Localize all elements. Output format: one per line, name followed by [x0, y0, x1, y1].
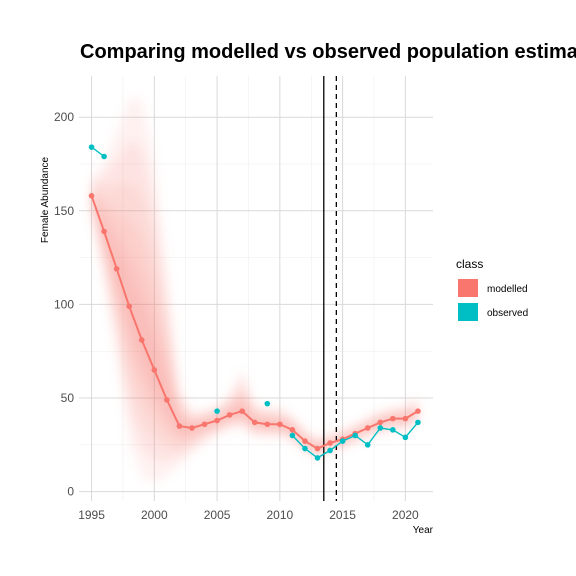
- chart-title: Comparing modelled vs observed populatio…: [80, 41, 576, 63]
- observed-point: [352, 432, 358, 439]
- reference-lines: [323, 76, 337, 501]
- modelled-point: [415, 408, 421, 414]
- observed-point: [402, 434, 409, 441]
- legend: class modelled observed: [456, 257, 528, 321]
- observed-point: [327, 447, 333, 454]
- x-tick-label: 1995: [78, 508, 105, 522]
- modelled-point: [226, 412, 233, 418]
- observed-point: [314, 455, 321, 461]
- legend-key-modelled: [458, 279, 478, 297]
- legend-key-observed: [458, 303, 478, 321]
- y-tick-label: 100: [54, 297, 74, 311]
- observed-point: [88, 144, 95, 150]
- y-axis-ticks: 0 50 100 150 200: [54, 110, 74, 498]
- x-tick-label: 2010: [266, 508, 293, 522]
- observed-point: [415, 419, 421, 426]
- modelled-point: [164, 397, 170, 403]
- modelled-point: [302, 438, 308, 444]
- observed-point: [214, 408, 220, 414]
- y-tick-label: 150: [54, 204, 74, 218]
- legend-label-observed: observed: [487, 308, 528, 319]
- modelled-point: [264, 421, 271, 428]
- ribbon-layers: [91, 98, 418, 483]
- y-tick-label: 0: [67, 485, 74, 499]
- modelled-point: [251, 419, 258, 426]
- modelled-point: [138, 337, 145, 343]
- modelled-point: [289, 427, 296, 433]
- observed-point: [364, 442, 371, 448]
- observed-point: [289, 432, 296, 439]
- modelled-point: [201, 421, 208, 428]
- observed-point: [339, 438, 346, 444]
- modelled-point: [390, 415, 396, 422]
- x-tick-label: 2020: [392, 508, 419, 522]
- modelled-point: [239, 408, 245, 414]
- ribbon-band: [91, 188, 418, 453]
- modelled-point: [113, 266, 120, 272]
- observed-point: [101, 153, 107, 160]
- legend-label-modelled: modelled: [487, 284, 528, 295]
- series-layer: [88, 144, 421, 461]
- modelled-point: [402, 415, 409, 422]
- confidence-ribbon: [91, 98, 418, 483]
- modelled-point: [314, 445, 321, 452]
- modelled-point: [377, 419, 384, 426]
- modelled-point: [151, 367, 158, 373]
- modelled-point: [176, 423, 183, 429]
- observed-point: [377, 425, 384, 431]
- y-tick-label: 50: [61, 391, 75, 405]
- modelled-point: [277, 421, 283, 428]
- modelled-point: [214, 417, 220, 424]
- x-tick-label: 2005: [204, 508, 231, 522]
- modelled-point: [327, 440, 333, 446]
- legend-title: class: [456, 257, 483, 271]
- modelled-point: [126, 303, 133, 310]
- modelled-point: [364, 425, 371, 431]
- x-axis-title: Year: [413, 525, 434, 536]
- modelled-point: [101, 228, 107, 235]
- y-axis-title: Female Abundance: [40, 156, 51, 243]
- x-tick-label: 2015: [329, 508, 356, 522]
- x-tick-label: 2000: [141, 508, 168, 522]
- modelled-point: [88, 193, 95, 199]
- observed-point: [390, 427, 396, 433]
- observed-point: [302, 445, 308, 452]
- x-axis-ticks: 1995 2000 2005 2010 2015 2020: [78, 508, 419, 522]
- modelled-point: [189, 425, 195, 431]
- observed-point: [264, 400, 271, 407]
- y-tick-label: 200: [54, 110, 74, 124]
